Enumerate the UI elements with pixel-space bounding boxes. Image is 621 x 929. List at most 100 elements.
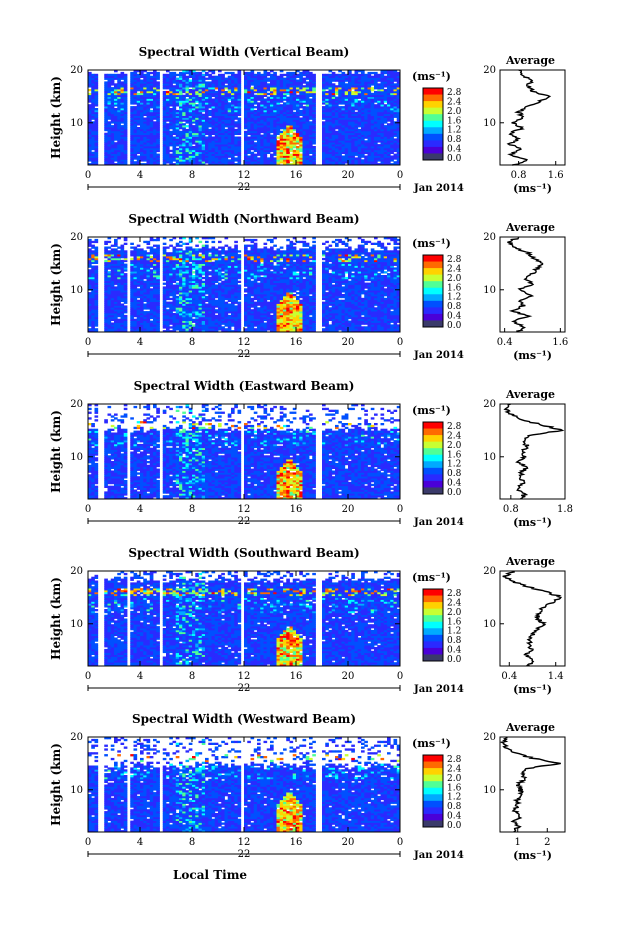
heatmap-cell xyxy=(124,273,128,275)
heatmap-cell xyxy=(130,250,134,252)
heatmap-cell xyxy=(215,76,219,78)
heatmap-cell xyxy=(267,97,271,99)
heatmap-cell xyxy=(91,245,95,247)
heatmap-cell xyxy=(296,146,300,148)
heatmap-cell xyxy=(332,83,336,85)
heatmap-cell xyxy=(111,248,115,250)
heatmap-cell xyxy=(182,123,186,125)
heatmap-cell xyxy=(134,319,138,321)
heatmap-cell xyxy=(374,91,378,93)
colorbar-swatch xyxy=(423,127,443,134)
heatmap-cell xyxy=(117,74,121,76)
heatmap-cell xyxy=(244,131,248,133)
heatmap-cell xyxy=(192,125,196,127)
heatmap-cell xyxy=(293,112,297,114)
heatmap-cell xyxy=(329,74,333,76)
heatmap-cell xyxy=(143,311,147,313)
heatmap-cell xyxy=(104,260,108,262)
heatmap-cell xyxy=(293,133,297,135)
heatmap-cell xyxy=(254,106,258,108)
heatmap-cells xyxy=(88,70,400,165)
heatmap-cell xyxy=(332,72,336,74)
heatmap-cell xyxy=(166,123,170,125)
heatmap-cell xyxy=(290,154,294,156)
heatmap-cell xyxy=(108,250,112,252)
heatmap-cell xyxy=(390,156,394,158)
heatmap-cell xyxy=(309,72,313,74)
heatmap-cell xyxy=(143,118,147,120)
heatmap-cell xyxy=(228,72,232,74)
heatmap-cell xyxy=(335,97,339,99)
heatmap-cell xyxy=(267,83,271,85)
heatmap-cell xyxy=(147,72,151,74)
heatmap-cell xyxy=(280,74,284,76)
heatmap-cell xyxy=(358,100,362,102)
heatmap-cell xyxy=(108,121,112,123)
heatmap-cell xyxy=(143,304,147,306)
heatmap-cell xyxy=(88,89,92,91)
heatmap-cell xyxy=(247,72,251,74)
heatmap-cell xyxy=(225,85,229,87)
colorbar-tick-label: 0.0 xyxy=(447,154,462,164)
heatmap-cell xyxy=(296,80,300,82)
heatmap-cell xyxy=(150,110,154,112)
heatmap-cell xyxy=(270,154,274,156)
heatmap-cell xyxy=(254,154,258,156)
heatmap-cell xyxy=(361,159,365,161)
heatmap-cell xyxy=(91,241,95,243)
heatmap-cell xyxy=(111,87,115,89)
heatmap-cell xyxy=(358,74,362,76)
heatmap-cell xyxy=(208,118,212,120)
colorbar-unit: (ms⁻¹) xyxy=(412,70,451,83)
heatmap-cell xyxy=(150,256,154,258)
heatmap-cell xyxy=(130,247,134,249)
heatmap-cell xyxy=(309,156,313,158)
heatmap-cell xyxy=(195,104,199,106)
heatmap-cell xyxy=(296,95,300,97)
heatmap-cell xyxy=(364,74,368,76)
heatmap-cell xyxy=(225,91,229,93)
heatmap-cell xyxy=(257,102,261,104)
heatmap-cell xyxy=(147,247,151,249)
heatmap-cell xyxy=(387,123,391,125)
heatmap-cell xyxy=(137,127,141,129)
heatmap-cell xyxy=(312,74,316,76)
heatmap-cell xyxy=(137,300,141,302)
heatmap-cell xyxy=(290,72,294,74)
heatmap-cell xyxy=(114,286,118,288)
heatmap-cell xyxy=(273,72,277,74)
heatmap-cell xyxy=(166,74,170,76)
heatmap-cell xyxy=(384,89,388,91)
heatmap-cell xyxy=(208,110,212,112)
panel-title: Spectral Width (Northward Beam) xyxy=(128,212,359,226)
heatmap-cell xyxy=(104,241,108,243)
heatmap-cell xyxy=(124,305,128,307)
heatmap-cell xyxy=(260,74,264,76)
heatmap-cell xyxy=(338,106,342,108)
heatmap-cell xyxy=(88,72,92,74)
heatmap-cell xyxy=(260,135,264,137)
heatmap-cell xyxy=(88,104,92,106)
heatmap-cell xyxy=(322,74,326,76)
heatmap-cell xyxy=(257,72,261,74)
average-frame xyxy=(500,70,565,165)
heatmap-cell xyxy=(384,76,388,78)
heatmap-cell xyxy=(277,137,281,139)
average-y-tick-label: 10 xyxy=(483,118,496,129)
heatmap-cell xyxy=(351,91,355,93)
heatmap-cell xyxy=(254,110,258,112)
heatmap-cell xyxy=(208,74,212,76)
heatmap-cell xyxy=(91,250,95,252)
heatmap-cell xyxy=(296,74,300,76)
heatmap-cell xyxy=(137,288,141,290)
colorbar-swatch xyxy=(423,114,443,121)
heatmap-cell xyxy=(95,74,99,76)
y-axis-label: Height (km) xyxy=(49,76,63,159)
heatmap-cell xyxy=(143,250,147,252)
heatmap-cell xyxy=(108,247,112,249)
heatmap-cell xyxy=(247,137,251,139)
heatmap-cell xyxy=(335,131,339,133)
day-label: 22 xyxy=(238,182,251,193)
heatmap-cell xyxy=(104,247,108,249)
heatmap-cell xyxy=(270,135,274,137)
